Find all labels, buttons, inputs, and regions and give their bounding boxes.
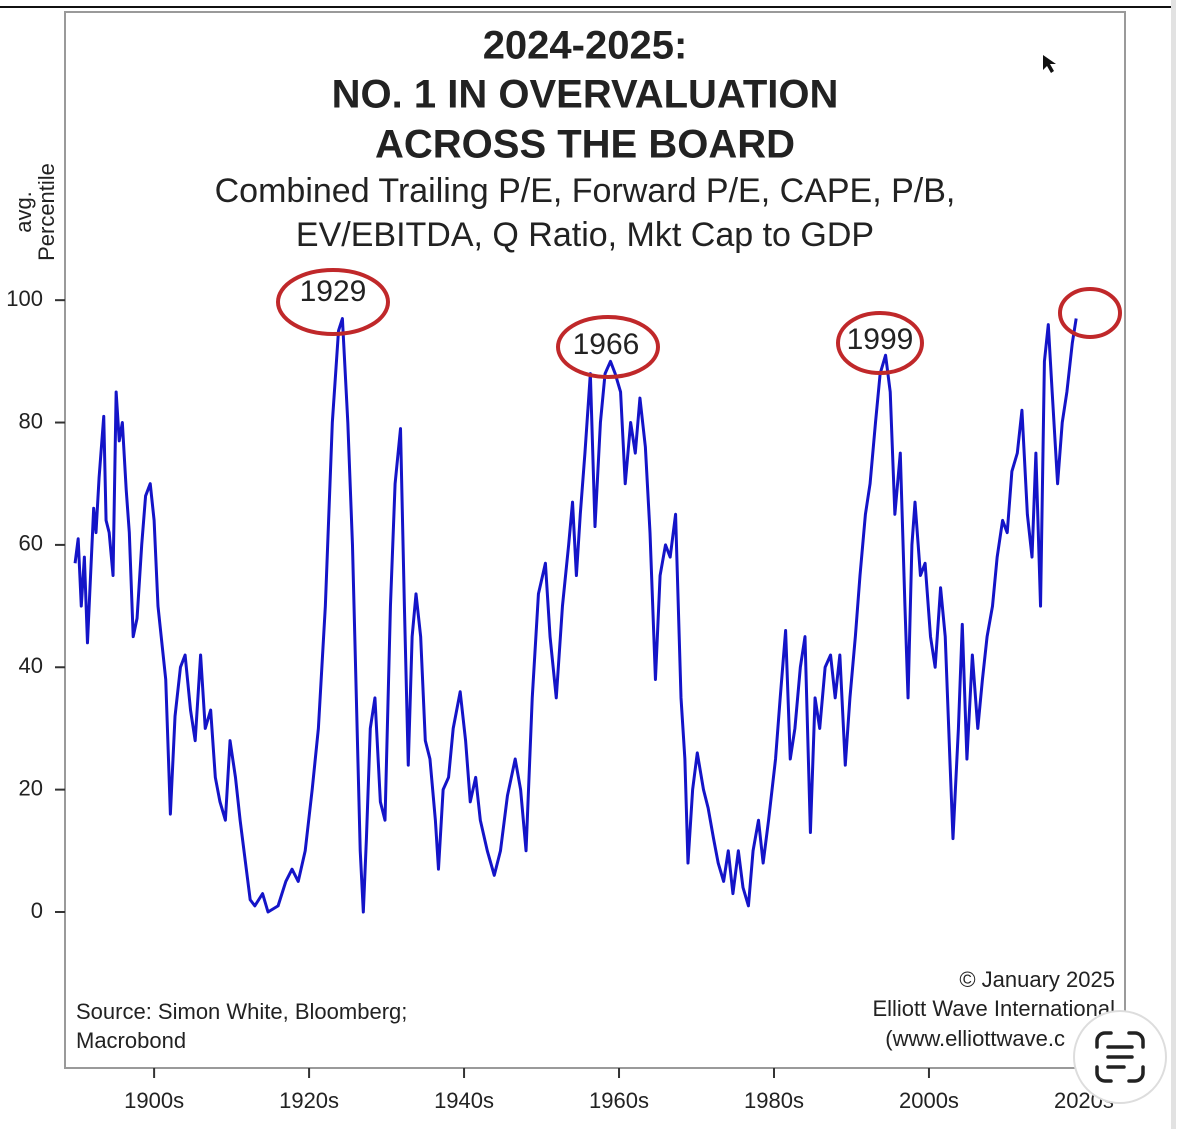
annotation-circle [836,311,924,375]
chart-subtitle: Combined Trailing P/E, Forward P/E, CAPE… [215,172,956,210]
credit-note: © January 2025 [959,967,1115,992]
x-tick-label: 2000s [899,1088,959,1113]
annotation-circle [276,268,390,336]
y-tick-label: 20 [19,775,43,800]
data-line [73,317,1078,914]
x-tick-label: 1920s [279,1088,339,1113]
side-strip [1171,0,1176,1129]
x-tick-label: 1980s [744,1088,804,1113]
credit-note: Elliott Wave International [872,996,1115,1021]
chart-title: NO. 1 IN OVERVALUATION [332,73,839,117]
annotations [276,268,1122,379]
plot-frame [64,11,1126,1069]
source-note: Macrobond [76,1028,186,1053]
y-axis-label: Percentile [34,163,59,261]
annotation-circle [556,315,660,379]
plot-layer [55,299,1085,1078]
y-axis-label: avg. [11,191,36,233]
x-tick-label: 1960s [589,1088,649,1113]
source-note: Source: Simon White, Bloomberg; [76,999,407,1024]
annotation-label: 1999 [847,323,914,356]
y-tick-label: 60 [19,531,43,556]
y-tick-label: 40 [19,653,43,678]
lens-icon[interactable] [1095,1031,1145,1083]
x-tick-label: 1940s [434,1088,494,1113]
annotation-label: 1929 [300,275,367,308]
y-tick-label: 0 [31,898,43,923]
mouse-cursor [1043,55,1056,73]
lens-button[interactable] [1073,1010,1167,1104]
chart-title: 2024-2025: [483,24,688,68]
y-tick-label: 80 [19,408,43,433]
chart-subtitle: EV/EBITDA, Q Ratio, Mkt Cap to GDP [296,216,874,254]
chart-title: ACROSS THE BOARD [375,123,795,167]
y-tick-label: 100 [6,286,43,311]
x-tick-label: 1900s [124,1088,184,1113]
credit-note: (www.elliottwave.c [885,1026,1065,1051]
annotation-circle [1058,287,1122,339]
annotation-label: 1966 [573,328,640,361]
